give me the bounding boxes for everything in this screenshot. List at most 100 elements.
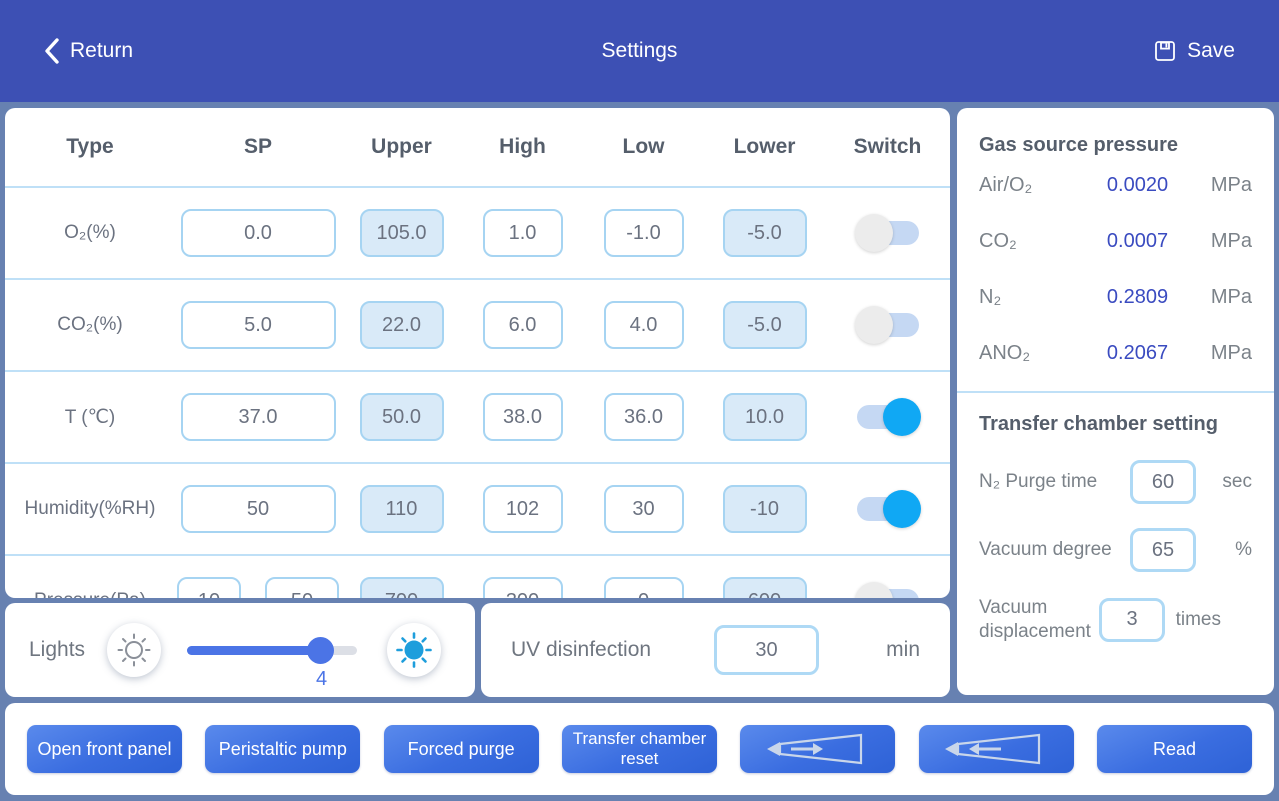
co2-lower-input[interactable]: -5.0 [722, 301, 807, 349]
table-row-temperature: T (℃) 37.0 50.0 38.0 36.0 10.0 [5, 370, 950, 462]
gas-row-n2: N₂ 0.2809 MPa [979, 269, 1252, 325]
gas-value: 0.2067 [1106, 341, 1169, 364]
gas-row-ano2: ANO₂ 0.2067 MPa [979, 325, 1252, 381]
humidity-switch[interactable] [856, 490, 921, 528]
uv-time-input[interactable]: 30 [714, 625, 819, 675]
table-row-pressure: Pressure(Pa) 10 50 700 300 0 600 [5, 554, 950, 598]
gas-label: ANO₂ [979, 341, 1031, 364]
lights-panel: Lights 4 [5, 603, 475, 697]
col-header-low: Low [622, 135, 665, 158]
pressure-switch[interactable] [854, 582, 919, 598]
vacuum-displacement-unit: times [1175, 608, 1221, 630]
slider-value: 4 [315, 668, 328, 690]
brightness-down-button[interactable] [107, 623, 161, 677]
gas-unit: MPa [1210, 341, 1252, 364]
uv-disinfection-panel: UV disinfection 30 min [481, 603, 950, 697]
humidity-lower-input[interactable]: -10 [722, 485, 807, 533]
gas-row-air-o2: Air/O₂ 0.0020 MPa [979, 157, 1252, 213]
slider-fill [187, 646, 324, 655]
row-type-label: T (℃) [64, 406, 116, 428]
vacuum-degree-label: Vacuum degree [979, 539, 1112, 561]
switch-knob [854, 214, 893, 252]
o2-low-input[interactable]: -1.0 [603, 209, 684, 257]
table-row-o2: O₂(%) 0.0 105.0 1.0 -1.0 -5.0 [5, 186, 950, 278]
humidity-low-input[interactable]: 30 [603, 485, 684, 533]
gas-unit: MPa [1210, 285, 1252, 308]
return-label: Return [70, 39, 134, 62]
pressure-sp-input[interactable]: 10 [177, 577, 241, 598]
lights-slider[interactable]: 4 [187, 620, 357, 690]
gas-value: 0.0007 [1106, 229, 1169, 252]
transfer-chamber-reset-button[interactable]: Transfer chamber reset [561, 725, 717, 773]
read-button[interactable]: Read [1096, 725, 1252, 773]
switch-knob [882, 490, 921, 528]
side-panel: Gas source pressure Air/O₂ 0.0020 MPa CO… [957, 108, 1274, 695]
pressure-high-input[interactable]: 300 [482, 577, 563, 598]
brightness-up-button[interactable] [387, 623, 441, 677]
row-type-label: CO₂(%) [57, 314, 123, 335]
vacuum-displacement-input[interactable]: 3 [1099, 597, 1165, 642]
gas-value: 0.2809 [1106, 285, 1169, 308]
temperature-switch[interactable] [856, 398, 921, 436]
uv-disinfection-label: UV disinfection [511, 638, 652, 661]
humidity-upper-input[interactable]: 110 [359, 485, 444, 533]
purge-time-input[interactable]: 60 [1130, 460, 1196, 504]
o2-lower-input[interactable]: -5.0 [722, 209, 807, 257]
temp-high-input[interactable]: 38.0 [482, 393, 563, 441]
humidity-high-input[interactable]: 102 [482, 485, 563, 533]
temp-lower-input[interactable]: 10.0 [722, 393, 807, 441]
chevron-left-icon [45, 38, 59, 64]
co2-high-input[interactable]: 6.0 [482, 301, 563, 349]
transfer-in-button[interactable] [918, 725, 1074, 773]
forced-purge-button[interactable]: Forced purge [383, 725, 539, 773]
col-header-upper: Upper [371, 135, 432, 158]
humidity-sp-input[interactable]: 50 [180, 485, 336, 533]
gas-source-pressure-title: Gas source pressure [979, 134, 1178, 156]
row-type-label: Pressure(Pa) [34, 590, 146, 598]
sun-filled-icon [396, 632, 432, 668]
purge-time-unit: sec [1222, 471, 1252, 492]
vacuum-displacement-row: Vacuum displacement 3 times [979, 596, 1252, 644]
vacuum-displacement-label: Vacuum displacement [979, 597, 1091, 642]
pressure-upper-input[interactable]: 700 [359, 577, 444, 598]
row-type-label: O₂(%) [64, 222, 116, 243]
sun-outline-icon [117, 633, 151, 667]
peristaltic-pump-button[interactable]: Peristaltic pump [205, 725, 361, 773]
table-header-row: Type SP Upper High Low Lower Switch [5, 108, 950, 186]
top-bar: Return Settings Save [0, 0, 1279, 102]
actions-bar: Open front panel Peristaltic pump Forced… [5, 703, 1274, 795]
co2-low-input[interactable]: 4.0 [603, 301, 684, 349]
table-row-humidity: Humidity(%RH) 50 110 102 30 -10 [5, 462, 950, 554]
vacuum-degree-input[interactable]: 65 [1130, 528, 1196, 572]
vacuum-degree-row: Vacuum degree 65 % [979, 528, 1252, 572]
o2-upper-input[interactable]: 105.0 [359, 209, 444, 257]
temp-low-input[interactable]: 36.0 [603, 393, 684, 441]
co2-sp-input[interactable]: 5.0 [180, 301, 336, 349]
gas-label: Air/O₂ [979, 173, 1033, 196]
pressure-low-input[interactable]: 0 [603, 577, 684, 598]
col-header-high: High [499, 135, 546, 158]
transfer-out-button[interactable] [740, 725, 896, 773]
return-button[interactable]: Return [44, 38, 133, 64]
save-button[interactable]: Save [1153, 39, 1235, 63]
o2-sp-input[interactable]: 0.0 [180, 209, 336, 257]
co2-upper-input[interactable]: 22.0 [359, 301, 444, 349]
o2-high-input[interactable]: 1.0 [482, 209, 563, 257]
open-front-panel-button[interactable]: Open front panel [27, 725, 182, 773]
gas-value: 0.0020 [1106, 173, 1169, 196]
page-title: Settings [601, 39, 678, 62]
section-divider [957, 391, 1274, 393]
tray-arrow-right-icon [766, 733, 862, 765]
pressure-lower-input[interactable]: 600 [722, 577, 807, 598]
slider-thumb[interactable] [307, 637, 334, 664]
col-header-lower: Lower [733, 135, 796, 158]
pressure-sp2-input[interactable]: 50 [265, 577, 339, 598]
uv-unit-label: min [886, 638, 920, 661]
purge-time-row: N₂ Purge time 60 sec [979, 460, 1252, 504]
temp-sp-input[interactable]: 37.0 [180, 393, 336, 441]
co2-switch[interactable] [854, 306, 919, 344]
row-type-label: Humidity(%RH) [24, 498, 156, 519]
col-header-sp: SP [243, 135, 272, 158]
temp-upper-input[interactable]: 50.0 [359, 393, 444, 441]
o2-switch[interactable] [854, 214, 919, 252]
